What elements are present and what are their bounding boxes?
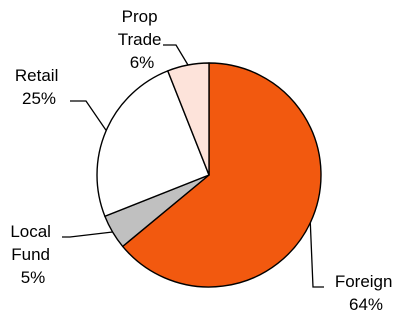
pie-slice-prop-trade <box>167 62 210 176</box>
leader-line-foreign <box>309 222 324 288</box>
data-label-prop-trade: Prop Trade 6% <box>118 7 167 72</box>
pie-slice-foreign <box>122 62 322 288</box>
label-pct-retail: 25% <box>22 89 56 108</box>
label-pct-foreign: 64% <box>349 295 383 314</box>
label-name-local-fund-2: Fund <box>11 245 50 264</box>
leader-line-retail <box>70 100 107 131</box>
data-label-local-fund: Local Fund 5% <box>10 222 55 287</box>
data-label-foreign: Foreign 64% <box>335 272 397 314</box>
label-name-prop-trade-1: Prop <box>122 7 158 26</box>
label-pct-local-fund: 5% <box>21 268 46 287</box>
label-name-foreign: Foreign <box>335 272 393 291</box>
label-name-local-fund-1: Local <box>10 222 51 241</box>
label-name-retail: Retail <box>15 66 58 85</box>
pie-slice-retail <box>96 70 210 217</box>
data-label-retail: Retail 25% <box>15 66 63 108</box>
leader-line-prop-trade <box>163 44 189 66</box>
leader-line-local-fund <box>62 231 113 238</box>
label-pct-prop-trade: 6% <box>130 53 155 72</box>
label-name-prop-trade-2: Trade <box>118 30 162 49</box>
pie-slices <box>96 62 322 288</box>
leader-lines <box>62 44 324 288</box>
